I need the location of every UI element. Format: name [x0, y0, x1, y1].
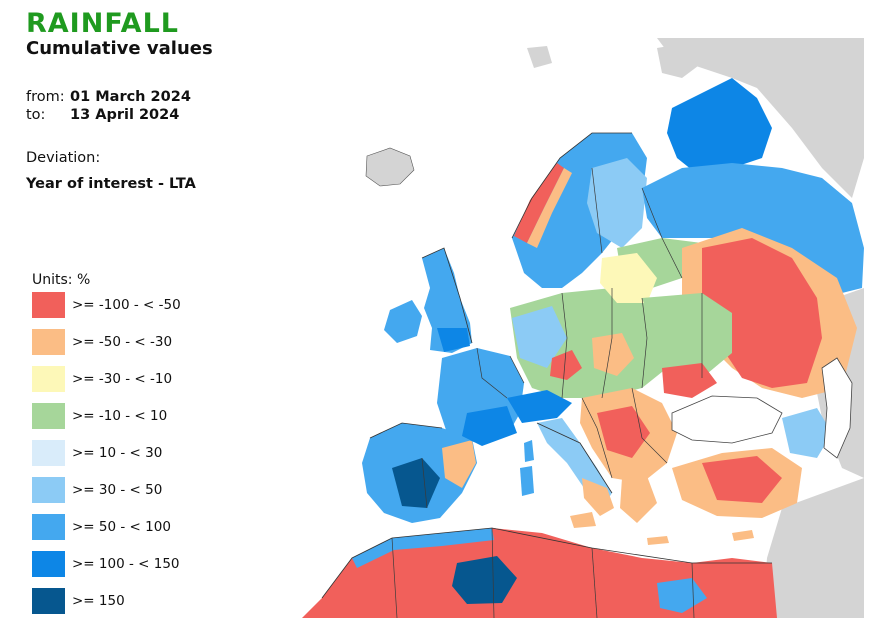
sahara-wet-patch: [452, 556, 517, 604]
europe-rainfall-map[interactable]: [262, 38, 864, 618]
legend-label: >= 100 - < 150: [72, 556, 180, 572]
caspian-sea: [821, 357, 853, 459]
legend-label: >= 10 - < 30: [72, 445, 163, 461]
legend-swatch: [32, 440, 65, 466]
caucasus: [782, 408, 832, 458]
sicily: [570, 512, 596, 528]
to-row: to: 13 April 2024: [26, 106, 191, 124]
deviation-value: Year of interest - LTA: [26, 176, 196, 192]
legend-label: >= 150: [72, 593, 125, 609]
north-africa-coast: [352, 528, 494, 568]
italy-south-dry: [582, 478, 614, 516]
coastlines: [321, 132, 772, 599]
legend-label: >= 30 - < 50: [72, 482, 163, 498]
greece: [620, 476, 657, 523]
alps: [507, 390, 572, 423]
central-europe-wet: [512, 306, 567, 368]
nodata-middle-east: [762, 478, 864, 618]
norway-coast-orange: [527, 168, 572, 248]
crete: [647, 536, 669, 545]
legend-swatch: [32, 514, 65, 540]
from-row: from: 01 March 2024: [26, 88, 191, 106]
germany-dry-patch: [550, 350, 582, 380]
nodata-north-island: [527, 46, 552, 68]
central-dry-patch: [592, 333, 634, 376]
from-label: from:: [26, 89, 65, 105]
legend-swatch: [32, 551, 65, 577]
legend-label: >= -10 - < 10: [72, 408, 168, 424]
corsica: [524, 440, 534, 462]
ukraine: [642, 293, 732, 378]
cyprus: [732, 530, 754, 541]
legend-label: >= 50 - < 100: [72, 519, 171, 535]
iberia-centre-wet: [392, 458, 440, 508]
legend-units: Units: %: [32, 272, 91, 288]
norway-coast-dry: [514, 163, 564, 243]
deviation-label: Deviation:: [26, 150, 101, 166]
legend-swatch: [32, 588, 65, 614]
to-date: 13 April 2024: [70, 107, 180, 123]
north-africa: [302, 528, 777, 618]
turkey-dry: [702, 456, 782, 503]
gb-south-wet: [437, 328, 470, 352]
finland: [587, 158, 647, 248]
iberia-east-dry: [442, 440, 476, 488]
ukraine-south: [662, 363, 717, 398]
legend-swatch: [32, 366, 65, 392]
country-borders: [391, 167, 703, 618]
nodata-arctic-land: [657, 38, 864, 198]
kola-karelia: [667, 78, 772, 178]
map-subtitle: Cumulative values: [26, 38, 213, 59]
legend-label: >= -50 - < -30: [72, 334, 173, 350]
balkans-dry: [597, 406, 650, 458]
to-label: to:: [26, 107, 46, 123]
legend-label: >= -30 - < -10: [72, 371, 173, 387]
baltic-states: [600, 253, 657, 303]
map-title: RAINFALL: [26, 8, 179, 39]
period-block: from: 01 March 2024 to: 13 April 2024: [26, 88, 191, 124]
ireland: [384, 300, 422, 343]
nodata-arctic-island: [657, 43, 702, 78]
legend-swatch: [32, 477, 65, 503]
black-sea: [671, 395, 783, 444]
legend-swatch: [32, 403, 65, 429]
iceland: [365, 147, 415, 187]
great-britain: [422, 248, 472, 353]
libya-wet-patch: [657, 578, 707, 613]
legend-swatch: [32, 329, 65, 355]
legend-label: >= -100 - < -50: [72, 297, 181, 313]
from-date: 01 March 2024: [70, 89, 191, 105]
legend-swatch: [32, 292, 65, 318]
sardinia: [520, 466, 534, 496]
france-south-wet: [462, 406, 517, 446]
